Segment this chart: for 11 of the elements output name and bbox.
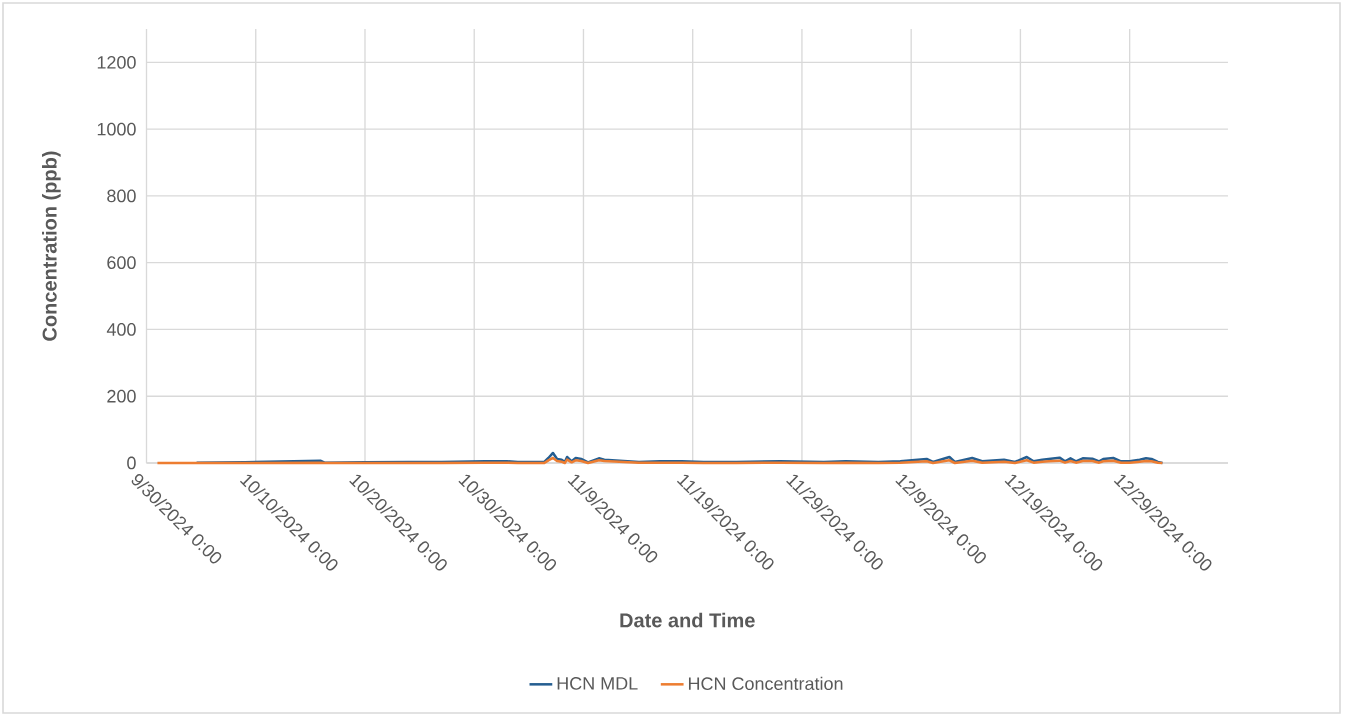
y-tick-label: 0 bbox=[127, 456, 136, 470]
y-tick-label: 1000 bbox=[97, 122, 136, 136]
y-tick-label: 600 bbox=[107, 256, 136, 270]
legend-label: HCN MDL bbox=[557, 677, 638, 690]
legend-label: HCN Concentration bbox=[688, 676, 843, 691]
x-axis-title: Date and Time bbox=[620, 612, 755, 628]
y-tick-label: 200 bbox=[107, 389, 136, 403]
y-tick-label: 1200 bbox=[97, 56, 136, 69]
y-tick-label: 400 bbox=[106, 323, 136, 336]
y-tick-label: 800 bbox=[107, 189, 136, 203]
y-axis-title: Concentration (ppb) bbox=[42, 151, 61, 341]
